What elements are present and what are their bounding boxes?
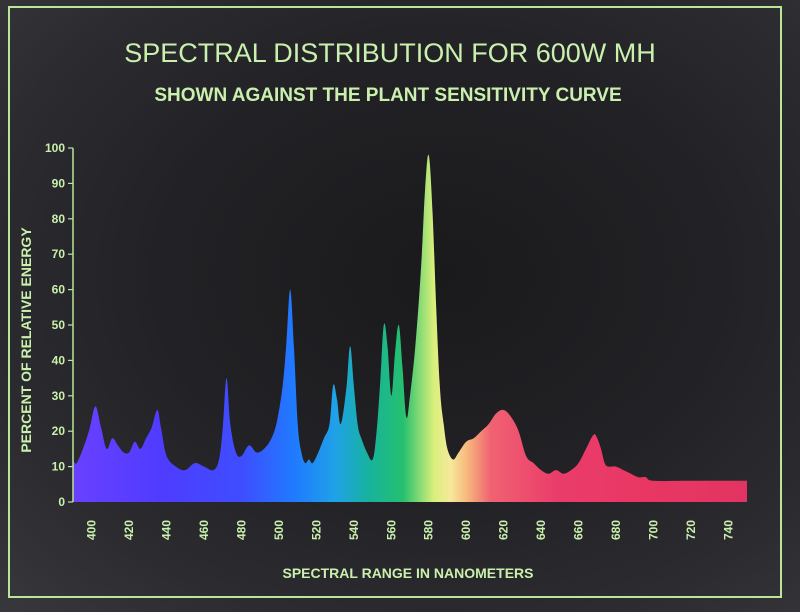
y-tick-label: 40	[52, 353, 66, 367]
x-tick-label: 480	[235, 520, 249, 540]
y-tick-label: 20	[52, 424, 66, 438]
x-tick-label: 520	[309, 520, 323, 540]
y-axis-label: PERCENT OF RELATIVE ENERGY	[18, 227, 34, 453]
y-tick-label: 60	[52, 283, 66, 297]
y-tick-label: 70	[52, 247, 66, 261]
y-tick-label: 50	[52, 318, 66, 332]
y-tick-label: 10	[52, 460, 66, 474]
x-tick-label: 460	[197, 520, 211, 540]
x-tick-label: 600	[459, 520, 473, 540]
y-tick-label: 90	[52, 176, 66, 190]
y-tick-label: 30	[52, 389, 66, 403]
x-tick-label: 420	[122, 520, 136, 540]
x-tick-label: 700	[646, 520, 660, 540]
x-tick-label: 500	[272, 520, 286, 540]
x-tick-label: 660	[572, 520, 586, 540]
chart-subtitle: SHOWN AGAINST THE PLANT SENSITIVITY CURV…	[154, 85, 621, 106]
x-tick-label: 560	[384, 520, 398, 540]
y-tick-label: 0	[58, 495, 65, 509]
chart-title: SPECTRAL DISTRIBUTION FOR 600W MH	[124, 38, 656, 68]
x-axis-label: SPECTRAL RANGE IN NANOMETERS	[283, 565, 534, 581]
x-tick-label: 580	[422, 520, 436, 540]
spectrum-area	[73, 154, 747, 502]
x-tick-label: 740	[721, 520, 735, 540]
x-tick-label: 680	[609, 520, 623, 540]
x-tick-label: 440	[160, 520, 174, 540]
x-tick-label: 620	[497, 520, 511, 540]
x-tick-label: 540	[347, 520, 361, 540]
x-axis-ticks: 400 420 440 460 480 500 520 540 560 580 600 620 640 6…	[85, 520, 736, 540]
x-tick-label: 640	[534, 520, 548, 540]
y-tick-label: 100	[45, 141, 65, 155]
y-axis-ticks: 0 10 20 30 40 50 60 70 80 90 100	[45, 141, 73, 509]
y-tick-label: 80	[52, 212, 66, 226]
x-tick-label: 400	[85, 520, 99, 540]
x-tick-label: 720	[684, 520, 698, 540]
chart-frame	[8, 6, 782, 598]
